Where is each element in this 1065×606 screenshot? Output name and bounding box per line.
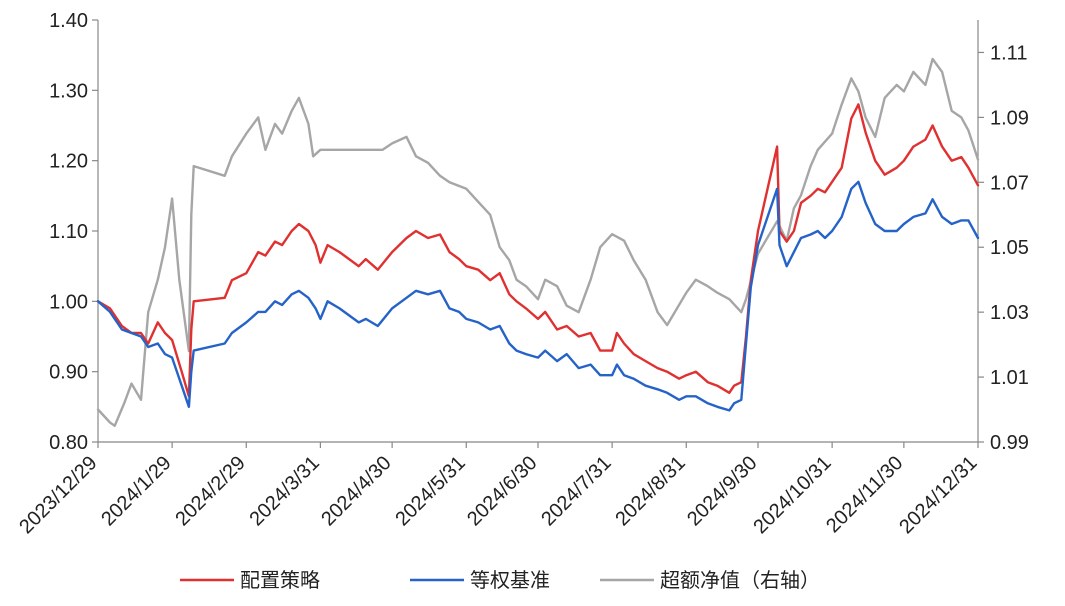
- x-tick-label: 2024/1/29: [97, 452, 175, 530]
- series-line-1: [96, 180, 980, 412]
- x-tick-label: 2024/8/31: [611, 452, 689, 530]
- x-tick-label: 2024/2/29: [171, 452, 249, 530]
- right-y-tick-label: 1.01: [990, 367, 1029, 389]
- right-y-axis-ticks: 0.99 1.01 1.03 1.05 1.07 1.09 1.11: [978, 42, 1029, 454]
- left-y-tick-label: 1.40: [49, 10, 88, 32]
- right-y-tick-label: 1.09: [990, 107, 1029, 129]
- right-y-tick-label: 1.05: [990, 237, 1029, 259]
- x-tick-label: 2024/5/31: [391, 452, 469, 530]
- x-tick-label: 2024/12/31: [895, 452, 981, 538]
- x-tick-label: 2024/3/31: [245, 452, 323, 530]
- right-y-tick-label: 1.03: [990, 302, 1029, 324]
- x-tick-label: 2024/11/30: [822, 452, 907, 537]
- x-tick-label: 2024/10/31: [749, 452, 835, 538]
- series-line-2: [96, 57, 980, 427]
- chart-legend: 配置策略 等权基准 超额净值（右轴）: [180, 568, 820, 592]
- legend-label: 配置策略: [240, 568, 320, 592]
- left-y-tick-label: 1.10: [49, 221, 88, 243]
- x-axis-ticks: 2023/12/292024/1/292024/2/292024/3/31202…: [15, 442, 982, 538]
- left-y-tick-label: 1.00: [49, 291, 88, 313]
- x-tick-label: 2024/7/31: [537, 452, 615, 530]
- right-y-tick-label: 0.99: [990, 432, 1029, 454]
- x-tick-label: 2023/12/29: [15, 452, 101, 538]
- right-y-tick-label: 1.11: [990, 42, 1027, 64]
- series-line-0: [96, 103, 980, 398]
- legend-label: 超额净值（右轴）: [660, 568, 820, 592]
- left-y-tick-label: 1.20: [49, 151, 88, 173]
- x-tick-label: 2024/4/30: [317, 452, 395, 530]
- chart-axes: [97, 20, 979, 443]
- left-y-tick-label: 1.30: [49, 80, 88, 102]
- x-tick-label: 2024/9/30: [683, 452, 761, 530]
- left-y-axis-ticks: 0.80 0.90 1.00 1.10 1.20 1.30 1.40: [49, 10, 98, 454]
- x-tick-label: 2024/6/30: [463, 452, 541, 530]
- series-layer: [96, 57, 980, 427]
- legend-label: 等权基准: [470, 568, 550, 592]
- left-y-tick-label: 0.90: [49, 362, 88, 384]
- right-y-tick-label: 1.07: [990, 172, 1029, 194]
- left-y-tick-label: 0.80: [49, 432, 88, 454]
